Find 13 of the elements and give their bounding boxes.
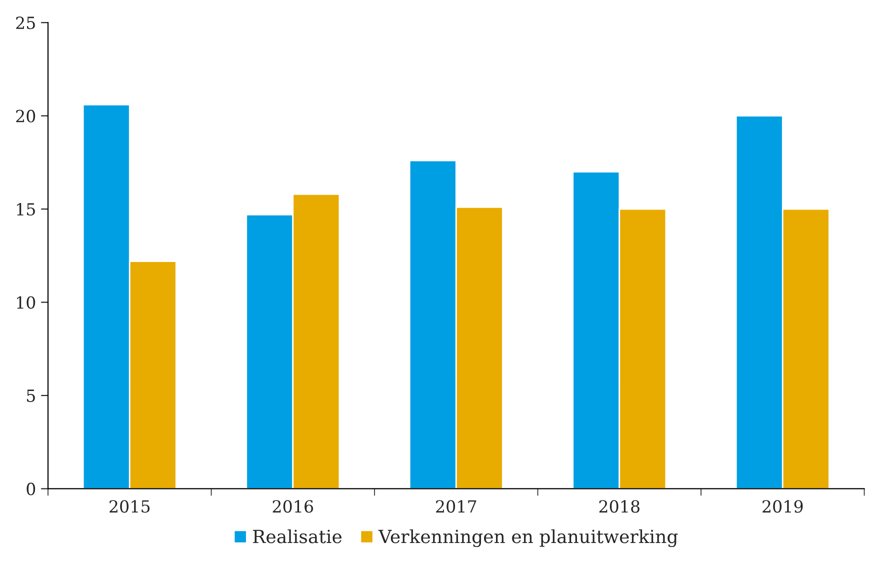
x-tick-label: 2017	[436, 500, 476, 513]
y-tick-label: 15	[17, 203, 35, 216]
y-tick-label: 20	[16, 110, 36, 122]
x-tick-label: 2019	[762, 500, 803, 513]
y-tick-label: 5	[27, 390, 35, 402]
x-tick-label: 2015	[110, 500, 150, 513]
y-tick-label: 10	[17, 296, 36, 309]
legend-label: Verkenningen en planuitwerking	[378, 529, 678, 548]
x-tick-label: 2016	[272, 500, 314, 513]
y-tick-label: 25	[16, 16, 35, 30]
y-tick-label: 0	[26, 482, 36, 496]
legend-label: Realisatie	[253, 529, 342, 544]
x-tick-label: 2018	[599, 500, 640, 513]
